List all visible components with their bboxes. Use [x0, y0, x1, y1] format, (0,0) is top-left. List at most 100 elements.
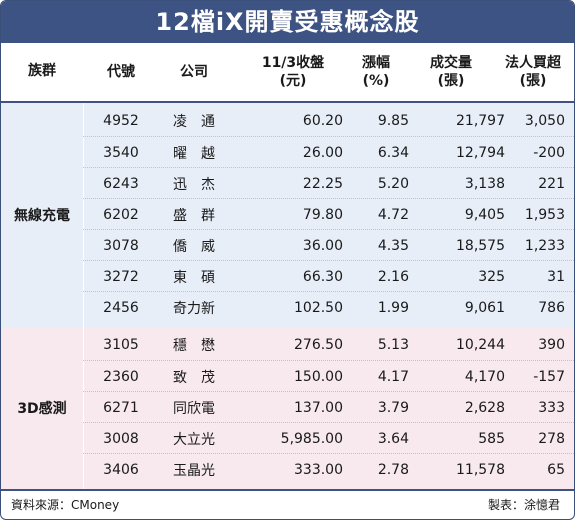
group-label: 無線充電	[14, 208, 70, 224]
stock-code-cell: 3406	[103, 461, 139, 478]
close-price-cell: 137.00	[294, 399, 343, 416]
institutional-buy-cell: 65	[547, 461, 565, 478]
company-name-cell: 同欣電	[173, 400, 215, 417]
volume-cell: 21,797	[456, 112, 505, 129]
header-pct-line1: 漲幅	[362, 55, 390, 71]
header-price-line2: (元)	[279, 73, 307, 89]
group-label: 3D感測	[17, 401, 67, 417]
table-row: 2456 奇力新 102.50 1.99 9,061 786	[83, 291, 574, 323]
header-price: 11/3收盤 (元)	[233, 54, 353, 90]
institutional-buy-cell: 278	[538, 430, 565, 447]
change-pct-cell: 4.72	[377, 206, 409, 223]
institutional-buy-cell: 390	[538, 336, 565, 353]
stock-code-cell: 3540	[103, 144, 139, 161]
close-price-cell: 102.50	[294, 299, 343, 316]
change-pct-cell: 4.35	[377, 237, 409, 254]
table-row: 6202 盛 群 79.80 4.72 9,405 1,953	[83, 198, 574, 230]
column-divider	[83, 327, 84, 489]
table-row: 3105 穩 懋 276.50 5.13 10,244 390	[83, 329, 574, 360]
close-price-cell: 276.50	[294, 336, 343, 353]
stock-code-cell: 6243	[103, 175, 139, 192]
table-row: 6243 迅 杰 22.25 5.20 3,138 221	[83, 167, 574, 199]
company-name-cell: 大立光	[173, 431, 215, 448]
table-row: 3078 僑 威 36.00 4.35 18,575 1,233	[83, 229, 574, 261]
institutional-buy-cell: 31	[547, 268, 565, 285]
volume-cell: 9,405	[464, 206, 505, 223]
change-pct-cell: 9.85	[377, 112, 409, 129]
institutional-buy-cell: 333	[538, 399, 565, 416]
stock-code-cell: 4952	[103, 112, 139, 129]
volume-cell: 3,138	[464, 175, 505, 192]
close-price-cell: 22.25	[302, 175, 343, 192]
company-name-cell: 東 碩	[173, 269, 215, 286]
header-volume: 成交量 (張)	[406, 54, 496, 90]
group-wireless-charging: 無線充電 4952 凌 通 60.20 9.85 21,797 3,050 3540 曜 越 2…	[1, 103, 574, 327]
volume-cell: 12,794	[456, 144, 505, 161]
stock-code-cell: 3078	[103, 237, 139, 254]
change-pct-cell: 5.13	[377, 336, 409, 353]
stock-code-cell: 3008	[103, 430, 139, 447]
change-pct-cell: 6.34	[377, 144, 409, 161]
table-row: 3008 大立光 5,985.00 3.64 585 278	[83, 422, 574, 454]
table-row: 6271 同欣電 137.00 3.79 2,628 333	[83, 391, 574, 423]
company-name-cell: 玉晶光	[173, 462, 215, 479]
close-price-cell: 150.00	[294, 368, 343, 385]
header-group: 族群	[28, 63, 56, 79]
header-pct-line2: (%)	[362, 73, 390, 89]
table-header: 族群 代號 公司 11/3收盤 (元) 漲幅 (%) 成交量 (張) 法人買超 …	[1, 43, 574, 103]
table-row: 3540 曜 越 26.00 6.34 12,794 -200	[83, 136, 574, 168]
data-source: 資料來源：CMoney	[11, 498, 120, 512]
volume-cell: 4,170	[464, 368, 505, 385]
header-institutional-line1: 法人買超	[505, 55, 561, 71]
company-name-cell: 曜 越	[173, 145, 215, 162]
table-maker: 製表：涂憶君	[487, 498, 560, 512]
stock-code-cell: 3272	[103, 268, 139, 285]
company-name-cell: 僑 威	[173, 238, 215, 255]
close-price-cell: 66.30	[302, 268, 343, 285]
close-price-cell: 79.80	[302, 206, 343, 223]
company-name-cell: 迅 杰	[173, 176, 215, 193]
institutional-buy-cell: 786	[538, 299, 565, 316]
table-footer: 資料來源：CMoney 製表：涂憶君	[1, 489, 574, 519]
header-volume-line1: 成交量	[430, 55, 472, 71]
change-pct-cell: 3.64	[377, 430, 409, 447]
close-price-cell: 26.00	[302, 144, 343, 161]
header-volume-line2: (張)	[437, 73, 465, 89]
change-pct-cell: 3.79	[377, 399, 409, 416]
volume-cell: 325	[478, 268, 505, 285]
volume-cell: 2,628	[464, 399, 505, 416]
company-name-cell: 盛 群	[173, 207, 215, 224]
change-pct-cell: 2.16	[377, 268, 409, 285]
column-divider	[83, 103, 84, 327]
institutional-buy-cell: -200	[533, 144, 565, 161]
table-row: 3272 東 碩 66.30 2.16 325 31	[83, 260, 574, 292]
close-price-cell: 5,985.00	[280, 430, 343, 447]
stock-code-cell: 6202	[103, 206, 139, 223]
stock-code-cell: 6271	[103, 399, 139, 416]
institutional-buy-cell: 221	[538, 175, 565, 192]
change-pct-cell: 4.17	[377, 368, 409, 385]
company-name-cell: 穩 懋	[173, 337, 215, 354]
stock-code-cell: 2360	[103, 368, 139, 385]
header-price-line1: 11/3收盤	[261, 55, 325, 71]
company-name-cell: 致 茂	[173, 369, 215, 386]
volume-cell: 18,575	[456, 237, 505, 254]
table-row: 4952 凌 通 60.20 9.85 21,797 3,050	[83, 105, 574, 136]
close-price-cell: 36.00	[302, 237, 343, 254]
company-name-cell: 奇力新	[173, 300, 215, 317]
institutional-buy-cell: -157	[533, 368, 565, 385]
table-title: 12檔iX開賣受惠概念股	[1, 1, 574, 43]
table-row: 2360 致 茂 150.00 4.17 4,170 -157	[83, 360, 574, 392]
volume-cell: 585	[478, 430, 505, 447]
close-price-cell: 333.00	[294, 461, 343, 478]
volume-cell: 10,244	[456, 336, 505, 353]
header-pct: 漲幅 (%)	[341, 54, 411, 90]
header-institutional-line2: (張)	[519, 73, 547, 89]
header-institutional: 法人買超 (張)	[493, 54, 573, 90]
table-row: 3406 玉晶光 333.00 2.78 11,578 65	[83, 453, 574, 485]
group-3d-sensing: 3D感測 3105 穩 懋 276.50 5.13 10,244 390 2360 致 茂 15…	[1, 327, 574, 489]
close-price-cell: 60.20	[302, 112, 343, 129]
header-code: 代號	[107, 64, 135, 80]
change-pct-cell: 1.99	[377, 299, 409, 316]
volume-cell: 11,578	[456, 461, 505, 478]
